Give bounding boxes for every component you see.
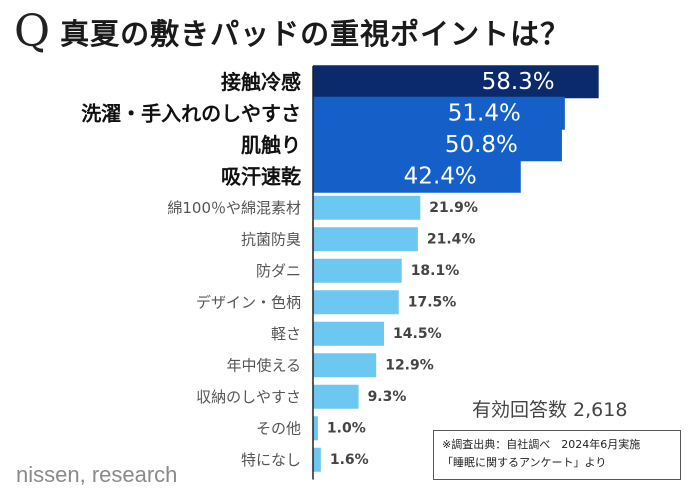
value-label-8: 17.5% — [408, 294, 457, 310]
value-label-5: 21.9% — [429, 200, 478, 216]
bar-1 — [313, 65, 599, 99]
category-label-3: 肌触り — [241, 133, 301, 157]
category-label-9: 軽さ — [271, 325, 301, 343]
title-text: 真夏の敷きパッドの重視ポイントは？ — [60, 17, 571, 51]
value-label-7: 18.1% — [411, 263, 460, 279]
bar-10 — [313, 353, 377, 378]
source-footnote: ※調査出典：自社調べ 2024年6月実施 「睡眠に関するアンケート」より — [433, 430, 681, 480]
bar-9 — [313, 321, 385, 346]
bar-2 — [313, 96, 565, 130]
value-label-1: 58.3% — [482, 69, 555, 95]
bar-3 — [313, 128, 562, 162]
value-label-2: 51.4% — [448, 100, 521, 126]
category-label-7: 防ダニ — [256, 262, 301, 280]
brand-logo: nissen, research — [16, 462, 178, 487]
category-label-5: 綿100％や綿混素材 — [167, 199, 301, 217]
category-label-1: 接触冷感 — [221, 70, 301, 94]
bar-13 — [313, 447, 321, 472]
category-label-12: その他 — [256, 419, 301, 437]
footnote-line-1: ※調査出典：自社調べ 2024年6月実施 — [442, 438, 641, 451]
value-label-9: 14.5% — [393, 326, 442, 342]
category-label-11: 収納のしやすさ — [196, 388, 301, 406]
category-label-6: 抗菌防臭 — [241, 230, 301, 248]
bar-7 — [313, 258, 402, 283]
value-label-13: 1.6% — [330, 452, 369, 468]
bar-4 — [313, 159, 521, 193]
value-label-12: 1.0% — [327, 420, 366, 436]
chart-title: Q 真夏の敷きパッドの重視ポイントは？ — [14, 8, 686, 56]
category-label-13: 特になし — [241, 451, 301, 469]
bar-11 — [313, 384, 359, 409]
category-label-4: 吸汗速乾 — [221, 164, 301, 188]
value-label-4: 42.4% — [404, 163, 477, 189]
respondents-count: 有効回答数 2,618 — [472, 399, 628, 421]
value-label-6: 21.4% — [427, 231, 476, 247]
category-label-10: 年中使える — [226, 356, 301, 374]
category-label-2: 洗濯・手入れのしやすさ — [81, 101, 301, 125]
value-label-10: 12.9% — [385, 357, 434, 373]
bar-12 — [313, 416, 318, 441]
bar-8 — [313, 290, 399, 315]
value-label-11: 9.3% — [368, 389, 407, 405]
bar-5 — [313, 195, 421, 220]
bar-6 — [313, 227, 418, 252]
category-label-8: デザイン・色柄 — [196, 293, 301, 311]
footnote-line-2: 「睡眠に関するアンケート」より — [442, 456, 607, 469]
value-label-3: 50.8% — [445, 132, 518, 158]
q-mark-icon: Q — [14, 6, 51, 57]
